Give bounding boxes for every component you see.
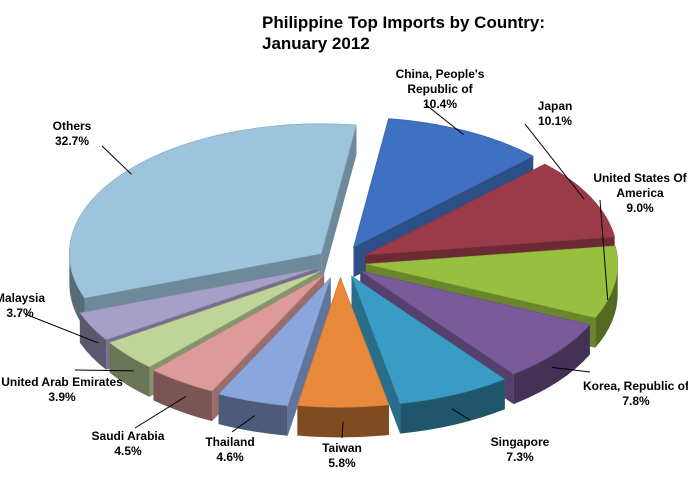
slice-value-text: 3.7% <box>6 306 34 320</box>
slice-label: Malaysia3.7% <box>0 291 45 320</box>
slice-label: Singapore 7.3% <box>491 435 550 464</box>
slice-value-text: 3.9% <box>48 390 76 404</box>
leader-line <box>231 415 256 433</box>
slice-name-text: Taiwan <box>322 441 362 455</box>
slice-top <box>365 245 619 319</box>
slice-label: Thailand 4.6% <box>205 435 254 464</box>
slice-name-text: Singapore <box>491 435 550 449</box>
slice-top <box>364 163 616 256</box>
leader-lines <box>24 103 609 439</box>
slice-outer-wall <box>69 253 85 329</box>
slice-name-text: United Arab Emirates <box>1 375 123 389</box>
slice-outer-wall <box>297 404 389 438</box>
slice-name-text: America <box>616 186 664 200</box>
leader-line <box>451 408 471 421</box>
leader-line <box>24 313 99 344</box>
slice-value-text: 9.0% <box>626 201 654 215</box>
pie-slice <box>350 275 506 434</box>
slice-value-text: 32.7% <box>55 134 89 148</box>
slice-value-text: 10.4% <box>423 97 457 111</box>
slice-label: Japan 10.1% <box>538 99 573 128</box>
slice-outer-wall <box>218 394 288 436</box>
slice-name-text: Republic of <box>407 82 473 96</box>
slice-value-text: 10.1% <box>538 114 572 128</box>
slice-name-text: Thailand <box>205 435 254 449</box>
slice-name-text: Japan <box>538 99 573 113</box>
chart-subtitle: January 2012 <box>262 34 370 53</box>
slice-value-text: 7.8% <box>622 394 650 408</box>
leader-line <box>599 199 609 301</box>
slice-label: Others 32.7% <box>53 119 92 148</box>
slice-label: Taiwan 5.8% <box>322 441 362 470</box>
slice-outer-wall <box>513 324 590 405</box>
slice-label: Saudi Arabia 4.5% <box>92 429 165 458</box>
slice-top <box>350 275 506 404</box>
slice-top <box>69 123 357 299</box>
leader-line <box>134 396 186 429</box>
slice-outer-wall <box>153 370 213 422</box>
pie-slice <box>218 277 331 436</box>
slice-top <box>218 277 331 407</box>
leader-line <box>74 369 134 372</box>
slice-name-text: Saudi Arabia <box>92 429 165 443</box>
slice-top <box>353 118 534 248</box>
leader-line <box>424 103 464 136</box>
leader-line <box>101 145 132 175</box>
slice-value-text: 7.3% <box>506 450 534 464</box>
slice-name-text: United States Of <box>593 171 687 185</box>
slice-label: United Arab Emirates 3.9% <box>1 375 123 404</box>
slice-side-wall <box>321 124 357 284</box>
slice-top <box>297 276 390 408</box>
slice-side-wall <box>351 276 401 434</box>
slice-name-text: Korea, Republic of <box>583 379 688 393</box>
leader-line <box>524 123 585 200</box>
slice-name-text: China, People's <box>396 67 485 81</box>
pie-slices <box>69 118 619 438</box>
chart-title: Philippine Top Imports by Country: <box>262 13 545 32</box>
slice-labels: China, People's Republic of 10.4% Japan 10.1… <box>0 67 688 470</box>
leader-line <box>341 421 344 439</box>
pie-slice <box>297 276 390 438</box>
slice-label: Korea, Republic of 7.8% <box>583 379 688 408</box>
slice-outer-wall <box>595 264 618 348</box>
slice-label: China, People's Republic of 10.4% <box>396 67 485 111</box>
slice-outer-wall <box>109 342 150 397</box>
slice-label: United States Of America 9.0% <box>593 171 687 215</box>
slice-top <box>360 270 591 375</box>
slice-name-text: Malaysia <box>0 291 45 305</box>
slice-top <box>108 270 321 368</box>
slice-value-text: 4.5% <box>114 444 142 458</box>
slice-value-text: 5.8% <box>328 456 356 470</box>
slice-value-text: 4.6% <box>216 450 244 464</box>
slice-top <box>152 274 325 392</box>
leader-line <box>551 366 591 373</box>
slice-outer-wall <box>400 379 505 434</box>
slice-top <box>79 268 317 341</box>
slice-name-text: Others <box>53 119 92 133</box>
